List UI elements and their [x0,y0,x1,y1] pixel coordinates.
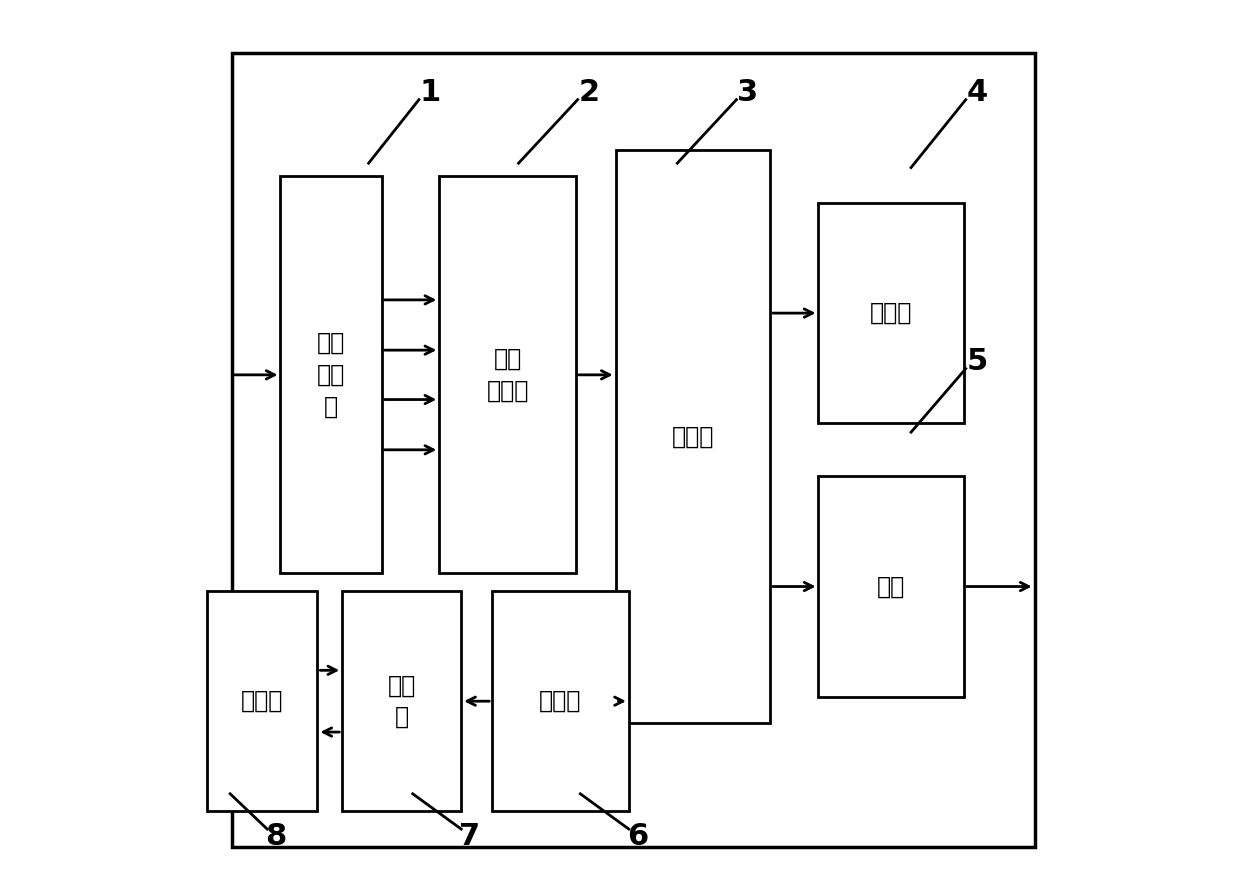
Text: 计算
机: 计算 机 [388,673,415,729]
Text: 舵机: 舵机 [877,574,905,599]
Bar [492,591,629,811]
Bar [818,203,963,423]
Bar [342,591,461,811]
Bar [818,476,963,697]
Text: 摄像头: 摄像头 [241,689,284,714]
Text: 2: 2 [579,78,600,107]
Bar [615,150,770,723]
Text: 6: 6 [627,822,649,850]
Text: 7: 7 [460,822,481,850]
Text: 指南针: 指南针 [870,301,913,325]
Bar [280,176,382,573]
Text: 3: 3 [738,78,759,107]
Text: 音频
解码器: 音频 解码器 [486,347,528,403]
Text: 4: 4 [967,78,988,107]
Text: 麦克
风阵
列: 麦克 风阵 列 [317,332,345,418]
Text: 转换器: 转换器 [539,689,582,714]
Text: 8: 8 [265,822,286,850]
Bar [439,176,575,573]
Text: 1: 1 [420,78,441,107]
Bar [207,591,317,811]
Text: 单片机: 单片机 [672,424,714,449]
Text: 5: 5 [967,348,988,376]
